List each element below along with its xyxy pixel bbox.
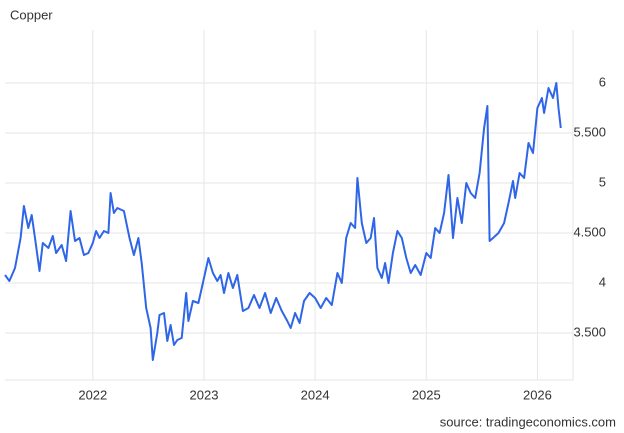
x-tick-label: 2024 [301,387,330,402]
y-tick-label: 3.500 [573,324,606,339]
x-tick-label: 2023 [190,387,219,402]
y-tick-label: 5.500 [573,124,606,139]
price-line [4,82,562,361]
chart-title: Copper [10,7,53,22]
x-tick-label: 2026 [523,387,552,402]
source-note: source: tradingeconomics.com [440,414,616,429]
y-tick-label: 4.500 [573,224,606,239]
y-tick-label: 6 [599,74,606,89]
y-tick-label: 5 [599,174,606,189]
x-tick-label: 2025 [412,387,441,402]
x-tick-label: 2022 [78,387,107,402]
y-tick-label: 4 [599,274,606,289]
